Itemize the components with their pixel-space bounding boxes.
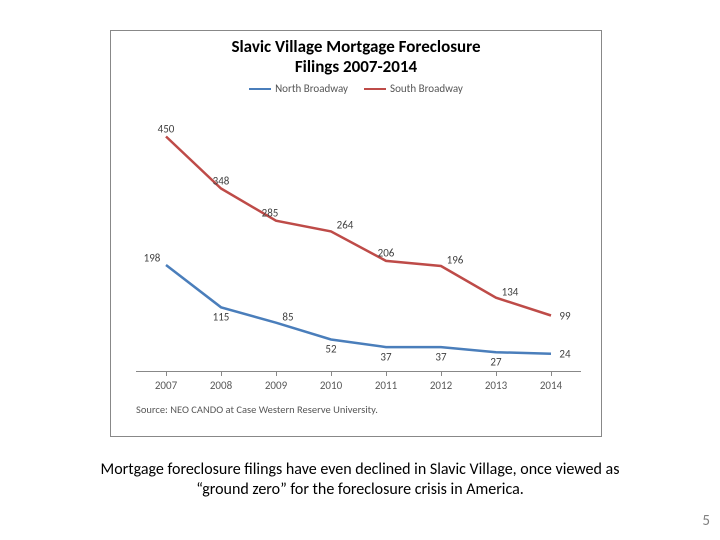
x-tick	[551, 371, 552, 376]
data-label: 134	[502, 285, 519, 298]
data-label: 85	[282, 310, 293, 323]
legend-swatch	[364, 88, 386, 91]
series-line	[166, 137, 551, 316]
x-tick-label: 2011	[375, 379, 397, 392]
legend-swatch	[249, 88, 271, 91]
data-label: 115	[213, 311, 230, 324]
data-label: 24	[559, 347, 570, 360]
plot-svg	[136, 111, 581, 366]
x-tick-label: 2012	[430, 379, 452, 392]
x-tick	[331, 371, 332, 376]
legend-item: North Broadway	[249, 82, 348, 95]
x-tick-label: 2010	[320, 379, 342, 392]
data-label: 99	[559, 309, 570, 322]
x-tick-label: 2008	[210, 379, 232, 392]
source-note: Source: NEO CANDO at Case Western Reserv…	[136, 403, 378, 416]
caption: Mortgage foreclosure filings have even d…	[0, 460, 720, 500]
chart-legend: North Broadway South Broadway	[111, 78, 601, 95]
data-label: 285	[262, 206, 279, 219]
x-tick	[386, 371, 387, 376]
data-label: 37	[380, 351, 391, 364]
x-tick	[166, 371, 167, 376]
x-tick-label: 2009	[265, 379, 287, 392]
data-label: 198	[144, 252, 161, 265]
data-label: 52	[325, 343, 336, 356]
x-tick	[221, 371, 222, 376]
legend-item: South Broadway	[364, 82, 463, 95]
chart-title-line1: Slavic Village Mortgage Foreclosure	[231, 36, 480, 57]
chart-title-line2: Filings 2007-2014	[295, 56, 417, 77]
data-label: 27	[490, 356, 501, 369]
data-label: 37	[435, 351, 446, 364]
data-label: 196	[447, 254, 464, 267]
series-line	[166, 265, 551, 354]
page-number: 5	[702, 512, 710, 530]
data-label: 264	[337, 219, 354, 232]
legend-label: South Broadway	[390, 82, 463, 95]
x-tick	[441, 371, 442, 376]
x-tick	[496, 371, 497, 376]
x-tick-label: 2014	[540, 379, 562, 392]
data-label: 206	[378, 246, 395, 259]
chart-container: Slavic Village Mortgage Foreclosure Fili…	[110, 30, 602, 437]
data-label: 348	[213, 174, 230, 187]
data-label: 450	[158, 122, 175, 135]
plot-area: 198 115 85 52 37 37 27 24 450 348 285 264 206 196 134 9…	[136, 111, 581, 366]
caption-line1: Mortgage foreclosure filings have even d…	[101, 460, 620, 479]
x-tick-label: 2007	[155, 379, 177, 392]
x-axis-line	[136, 371, 581, 372]
chart-title: Slavic Village Mortgage Foreclosure Fili…	[111, 31, 601, 78]
caption-line2: “ground zero” for the foreclosure crisis…	[196, 480, 524, 499]
x-axis: 2007 2008 2009 2010 2011 2012 2013 2014	[136, 371, 581, 391]
legend-label: North Broadway	[275, 82, 348, 95]
x-tick-label: 2013	[485, 379, 507, 392]
x-tick	[276, 371, 277, 376]
